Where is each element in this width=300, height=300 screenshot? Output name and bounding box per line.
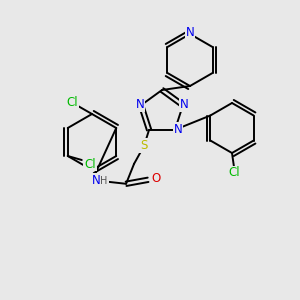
Text: N: N (186, 26, 194, 40)
Text: Cl: Cl (84, 158, 96, 170)
Text: O: O (152, 172, 161, 185)
Text: N: N (136, 98, 145, 111)
Text: Cl: Cl (228, 167, 240, 179)
Text: H: H (100, 176, 108, 186)
Text: N: N (174, 123, 182, 136)
Text: Cl: Cl (66, 95, 78, 109)
Text: S: S (140, 139, 148, 152)
Text: N: N (179, 98, 188, 111)
Text: N: N (92, 174, 100, 187)
